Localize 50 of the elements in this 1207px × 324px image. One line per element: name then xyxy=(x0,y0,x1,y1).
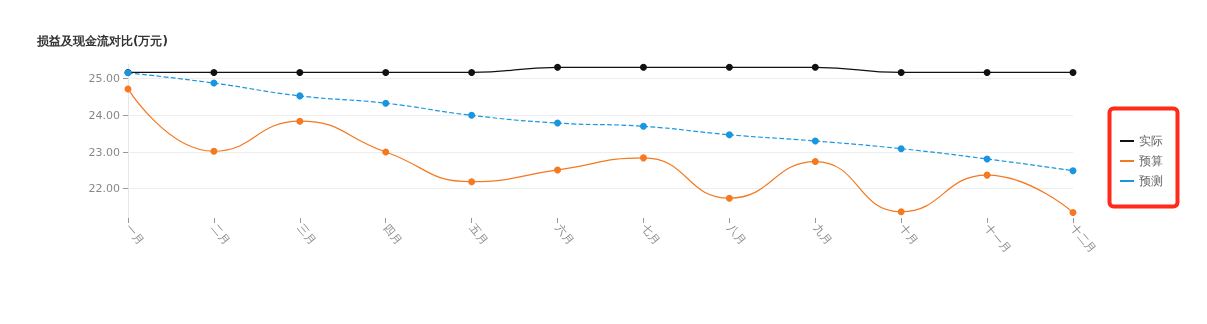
point xyxy=(725,131,733,139)
x-tick-label: 十一月 xyxy=(982,221,1014,256)
x-tick-label: 八月 xyxy=(724,221,749,248)
point xyxy=(725,194,733,202)
point xyxy=(811,158,819,166)
x-tick-label: 三月 xyxy=(294,221,319,248)
point xyxy=(210,147,218,155)
x-tick-label: 七月 xyxy=(638,221,663,248)
point xyxy=(468,178,476,186)
point xyxy=(382,148,390,156)
x-tick-label: 六月 xyxy=(552,221,577,248)
point xyxy=(897,208,905,216)
x-tick-label: 五月 xyxy=(466,221,491,248)
point xyxy=(639,63,647,71)
point xyxy=(983,68,991,76)
x-tick-label: 四月 xyxy=(380,221,405,248)
chart-title: 损益及现金流对比(万元) xyxy=(36,34,168,48)
x-tick-label: 一月 xyxy=(123,221,148,248)
point xyxy=(468,111,476,119)
legend-label: 预算 xyxy=(1139,154,1163,168)
point xyxy=(1069,68,1077,76)
point xyxy=(296,117,304,125)
point xyxy=(897,68,905,76)
point xyxy=(554,63,562,71)
point xyxy=(382,68,390,76)
y-tick-label: 23.00 xyxy=(88,145,120,159)
x-tick-label: 二月 xyxy=(208,221,234,248)
point xyxy=(811,63,819,71)
point xyxy=(468,68,476,76)
legend-label: 预测 xyxy=(1139,174,1163,188)
point xyxy=(897,145,905,153)
point xyxy=(811,137,819,145)
y-tick-label: 24.00 xyxy=(88,108,120,122)
point xyxy=(554,166,562,174)
point xyxy=(725,63,733,71)
x-tick-label: 九月 xyxy=(810,221,835,248)
point xyxy=(296,68,304,76)
point xyxy=(1069,209,1077,216)
y-tick-label: 22.00 xyxy=(88,182,120,196)
point xyxy=(554,119,562,127)
y-tick-label: 25.00 xyxy=(88,72,120,86)
point xyxy=(639,122,647,130)
point xyxy=(1069,167,1077,175)
x-tick-label: 十月 xyxy=(896,221,921,248)
point xyxy=(639,154,647,162)
x-tick-label: 十二月 xyxy=(1068,221,1100,256)
point xyxy=(210,68,218,76)
legend-label: 实际 xyxy=(1139,134,1163,148)
point xyxy=(382,99,390,107)
point xyxy=(296,92,304,100)
